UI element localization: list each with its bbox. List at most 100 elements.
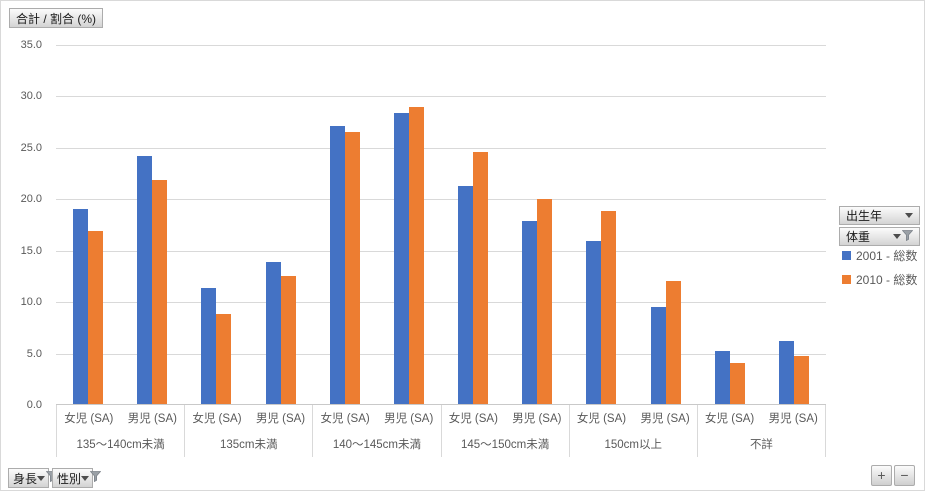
- bar: [88, 230, 104, 404]
- legend-field-button-weight[interactable]: 体重: [839, 227, 920, 246]
- bar: [201, 288, 217, 404]
- group-label-text: 140～145cm未満: [332, 439, 422, 451]
- group-label-text: 不詳: [749, 439, 773, 451]
- category-axis: 女児 (SA) 男児 (SA) 135～140cm未満 女児 (SA) 男児 (SA) 1…: [56, 405, 827, 457]
- plot-area: [56, 45, 826, 405]
- axis-field-height-label: 身長: [13, 471, 38, 486]
- group-label: 145～150cm未満: [442, 431, 569, 457]
- bar: [793, 355, 809, 404]
- bar-group: [441, 45, 569, 404]
- group-label-text: 135cm未満: [219, 439, 278, 451]
- subcategory-label: 男児 (SA): [640, 413, 690, 425]
- y-tick-label: 0.0: [26, 399, 42, 411]
- bar-cluster: [201, 45, 232, 404]
- bar-cluster: [458, 45, 489, 404]
- legend-field-birthyear-label: 出生年: [846, 209, 883, 223]
- y-tick-label: 35.0: [20, 39, 42, 51]
- gridline: [56, 353, 826, 355]
- values-field-label: 合計 / 割合 (%): [16, 11, 96, 26]
- category-cell: 女児 (SA) 男児 (SA) 145～150cm未満: [442, 405, 570, 457]
- subcategory-label: 男児 (SA): [255, 413, 306, 425]
- subcategory-labels: 女児 (SA) 男児 (SA): [185, 405, 312, 431]
- dropdown-arrow-icon: [893, 234, 901, 239]
- legend-label: 2010 - 総数: [856, 272, 918, 287]
- zoom-out-button[interactable]: −: [894, 465, 915, 486]
- category-cell: 女児 (SA) 男児 (SA) 140～145cm未満: [313, 405, 442, 457]
- bar-cluster: [714, 45, 745, 404]
- values-field-button[interactable]: 合計 / 割合 (%): [9, 8, 103, 28]
- bar: [458, 185, 474, 404]
- bar: [778, 341, 794, 404]
- legend-label: 2001 - 総数: [856, 248, 918, 263]
- bar-group: [569, 45, 697, 404]
- subcategory-label: 女児 (SA): [192, 413, 242, 425]
- subcategory-label: 女児 (SA): [576, 413, 627, 425]
- bar: [650, 306, 666, 404]
- group-label-text: 150cm以上: [604, 439, 663, 451]
- bar: [601, 211, 617, 404]
- y-tick-label: 20.0: [20, 193, 42, 206]
- bar-cluster: [73, 45, 104, 404]
- group-label: 135～140cm未満: [57, 431, 184, 457]
- gridline: [56, 250, 826, 252]
- y-tick-label: 5.0: [26, 347, 42, 360]
- gridline: [56, 302, 826, 304]
- y-axis: 0.0 5.0 10.0 15.0 20.0 25.0 30.0 35.0: [1, 39, 48, 411]
- gridline: [56, 199, 826, 201]
- subcategory-labels: 女児 (SA) 男児 (SA): [442, 405, 569, 431]
- bar: [393, 112, 409, 404]
- legend-field-button-birthyear[interactable]: 出生年: [839, 206, 920, 225]
- group-label-text: 145～150cm未満: [460, 439, 550, 451]
- subcategory-label: 女児 (SA): [64, 413, 114, 425]
- group-label: 150cm以上: [570, 431, 697, 457]
- bar: [586, 240, 602, 404]
- y-tick-label: 10.0: [20, 296, 42, 309]
- bar: [137, 155, 153, 404]
- legend-item: 2001 - 総数: [842, 247, 917, 263]
- bar-group: [698, 45, 826, 404]
- legend-item: 2010 - 総数: [842, 271, 917, 287]
- subcategory-labels: 女児 (SA) 男児 (SA): [698, 405, 825, 431]
- subcategory-label: 女児 (SA): [705, 413, 755, 425]
- group-label: 不詳: [698, 431, 825, 457]
- category-cell: 女児 (SA) 男児 (SA) 135cm未満: [185, 405, 314, 457]
- y-tick-label: 30.0: [20, 90, 42, 103]
- dropdown-arrow-icon: [905, 213, 913, 218]
- filter-icon: [89, 471, 102, 485]
- bar: [714, 350, 730, 404]
- bar: [73, 209, 89, 404]
- bar-cluster: [778, 45, 809, 404]
- bar: [280, 275, 296, 404]
- bar-cluster: [265, 45, 296, 404]
- gridline: [56, 96, 826, 98]
- category-cell: 女児 (SA) 男児 (SA) 135～140cm未満: [56, 405, 186, 457]
- zoom-in-button[interactable]: +: [871, 465, 892, 486]
- bar: [408, 106, 424, 404]
- filter-icon: [901, 229, 914, 244]
- y-tick-label: 15.0: [20, 244, 42, 257]
- bar-cluster: [650, 45, 681, 404]
- legend-field-weight-label: 体重: [846, 230, 871, 244]
- bar: [537, 198, 553, 404]
- axis-field-button-sex[interactable]: 性別: [52, 468, 102, 488]
- subcategory-labels: 女児 (SA) 男児 (SA): [57, 405, 184, 431]
- y-tick-label: 25.0: [20, 141, 42, 154]
- subcategory-labels: 女児 (SA) 男児 (SA): [313, 405, 440, 431]
- bar-cluster: [329, 45, 360, 404]
- bar-cluster: [393, 45, 424, 404]
- bar-group: [313, 45, 441, 404]
- subcategory-label: 女児 (SA): [448, 413, 498, 425]
- bar: [522, 221, 538, 404]
- axis-field-button-height[interactable]: 身長: [8, 468, 58, 488]
- dropdown-arrow-icon: [37, 475, 46, 481]
- bar-group: [56, 45, 184, 404]
- axis-field-sex-label: 性別: [57, 471, 82, 486]
- subcategory-label: 男児 (SA): [512, 413, 562, 425]
- gridline: [56, 147, 826, 149]
- legend: 2001 - 総数 2010 - 総数: [842, 247, 917, 295]
- group-label-text: 135～140cm未満: [76, 439, 165, 451]
- bar: [473, 151, 489, 404]
- bar: [216, 313, 232, 404]
- dropdown-arrow-icon: [81, 475, 90, 481]
